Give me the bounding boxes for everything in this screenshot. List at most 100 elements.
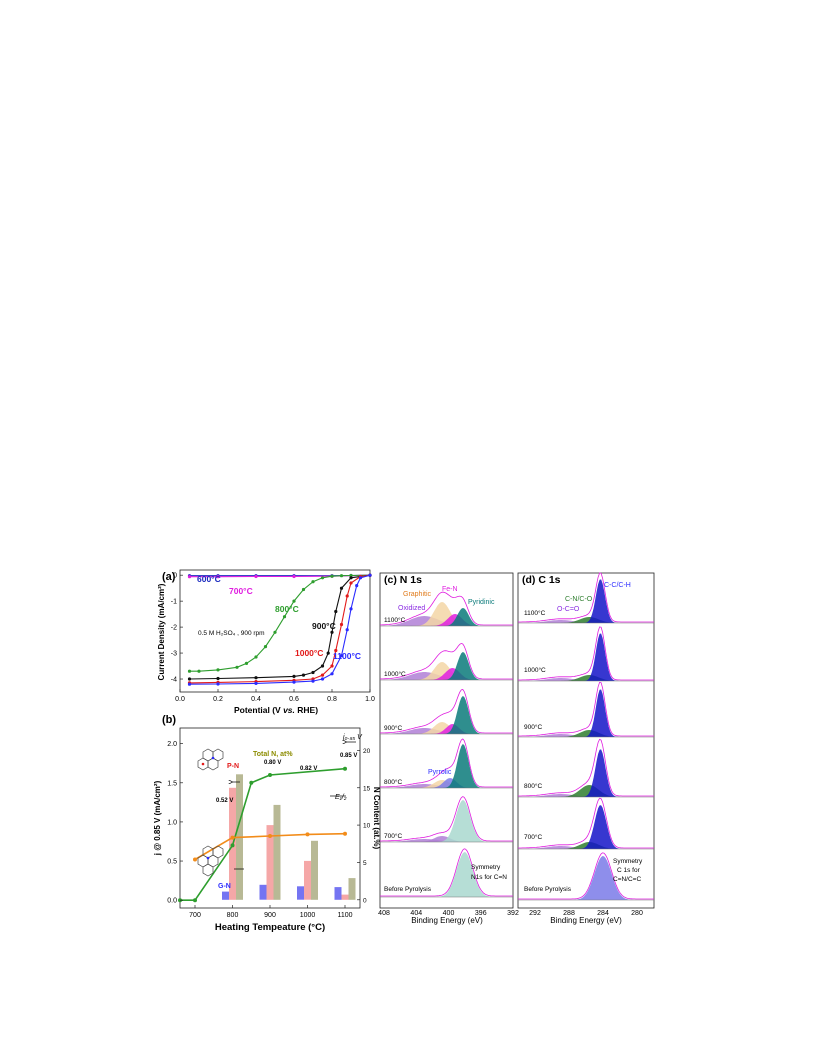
point-current: [249, 780, 254, 785]
c-row-700: 700°C: [384, 832, 402, 840]
panel-b-y-label: j @ 0.85 V (mA/cm²): [153, 780, 162, 856]
spectrum-component: [518, 734, 654, 737]
x-tick-label: 700: [189, 912, 201, 919]
x-tick-label: 800: [227, 912, 239, 919]
c-symmetry-1: Symmetry: [471, 864, 501, 871]
data-point-1100: [254, 681, 258, 686]
point-e-half: [268, 834, 272, 838]
panel-a-y-label: Current Density (mA/cm²): [157, 583, 166, 680]
spectrum-component: [380, 724, 513, 734]
spectrum-component: [518, 794, 654, 797]
d-row-700: 700°C: [524, 833, 542, 841]
data-point-900: [334, 609, 338, 614]
spectrum-component: [518, 730, 654, 737]
spectrum-component: [380, 668, 513, 680]
panel-d-x-ticks: 292 288 284 280: [529, 910, 643, 917]
x-tick-label: 396: [475, 910, 487, 917]
point-current: [343, 766, 347, 771]
y-tick-label: 0: [173, 573, 177, 580]
spectrum-component: [518, 785, 654, 797]
spectrum-envelope: [518, 681, 654, 737]
x-tick-label: 1000: [300, 912, 316, 919]
data-point-1100: [187, 682, 192, 686]
peak-label-graphitic: Graphitic: [403, 591, 432, 598]
spectrum-envelope: [518, 738, 654, 797]
peak-label-fen: Fe-N: [442, 586, 458, 593]
panel-c-spectra: [379, 591, 513, 898]
spectrum-envelope: [379, 738, 513, 788]
c-row-before: Before Pyrolysis: [384, 886, 432, 893]
label-700: 700°C: [229, 586, 253, 596]
d-symmetry-3: C=N/C=C: [613, 876, 641, 883]
label-900: 900°C: [312, 621, 336, 631]
data-point-900: [326, 651, 330, 655]
panel-d: (d) C 1s 292 288 284 280 Binding Energy (eV…: [517, 572, 655, 925]
data-point-900: [339, 586, 344, 590]
panel-a-conditions: 0.5 M H₂SO₄ , 900 rpm: [198, 630, 265, 637]
spectrum-component: [518, 620, 654, 623]
spectrum-component: [380, 602, 513, 626]
data-point-800: [282, 615, 287, 619]
x-tick-label: 400: [443, 910, 455, 917]
label-1000: 1000°C: [295, 648, 323, 658]
data-point-900: [349, 576, 353, 580]
x-tick-label: 1.0: [365, 696, 375, 703]
y2-tick-label: 10: [363, 823, 371, 830]
panel-a-plot-area: [187, 573, 372, 686]
panel-a-x-label: Potential (V vs. RHE): [234, 705, 318, 715]
panel-a-y-ticks: 0 -1 -2 -3 -4: [171, 573, 183, 684]
spectrum-component: [380, 778, 513, 788]
spectrum-envelope: [380, 689, 513, 734]
y-tick-label: 0.5: [167, 859, 177, 866]
data-point-1100: [320, 677, 325, 681]
data-point-1100: [355, 584, 359, 588]
y2-tick-label: 5: [363, 860, 367, 867]
bar-totalnat: [273, 804, 281, 900]
x-tick-label: 0.8: [327, 696, 337, 703]
data-point-900: [320, 664, 325, 668]
panel-c-label: (c) N 1s: [384, 574, 422, 586]
point-current: [268, 773, 272, 777]
peak-label-pyridinic: Pyridinic: [468, 599, 495, 606]
data-point-800: [330, 574, 334, 578]
y-tick-label: 0.0: [167, 898, 177, 905]
graphitic-structure-icon: [197, 845, 224, 877]
data-point-700: [254, 574, 258, 579]
panel-b-x-label: Heating Tempeature (°C): [215, 922, 325, 933]
data-point-1100: [311, 679, 315, 683]
spectrum-component: [380, 662, 513, 680]
spectrum-envelope: [518, 626, 654, 681]
panel-c-x-ticks: 408 404 400 396 392: [378, 910, 519, 917]
j-label: j₀.₈₅ V: [342, 734, 363, 741]
series-line-900: [189, 574, 371, 680]
panel-b: (b) 0.0 0.5 1.0 1.5 2.0 0 5 10 15 20 700 800 900 10…: [153, 714, 381, 933]
data-point-900: [301, 673, 306, 677]
bar-totalnat: [311, 840, 318, 900]
spectrum-envelope: [518, 852, 654, 900]
data-point-1100: [349, 607, 353, 611]
data-point-1000: [349, 581, 353, 585]
spectrum-envelope: [518, 797, 654, 849]
data-point-1100: [345, 628, 349, 632]
v-label-0: 0.52 V: [216, 798, 233, 804]
x-tick-label: 292: [529, 910, 541, 917]
data-point-800: [320, 576, 325, 580]
legend-gn: G-N: [218, 883, 231, 890]
x-tick-label: 404: [410, 910, 422, 917]
spectrum-component: [380, 728, 513, 734]
panel-a-frame: [179, 569, 371, 693]
c-row-1000: 1000°C: [384, 670, 406, 678]
d-row-1000: 1000°C: [524, 666, 546, 674]
x-tick-label: 1100: [337, 912, 352, 919]
y2-tick-label: 0: [363, 897, 367, 904]
data-point-800: [254, 655, 258, 659]
y-tick-label: 1.5: [167, 780, 177, 787]
data-point-1100: [368, 573, 372, 577]
data-point-900: [311, 670, 315, 675]
x-tick-label: 284: [597, 910, 609, 917]
x-tick-label: 0.4: [251, 696, 261, 703]
c-row-900: 900°C: [384, 724, 402, 732]
point-e-half: [343, 831, 347, 836]
line-current: [180, 767, 346, 902]
